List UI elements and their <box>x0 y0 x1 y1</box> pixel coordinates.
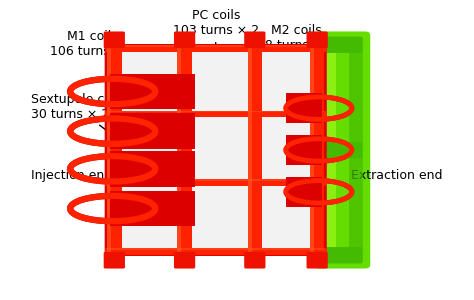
FancyBboxPatch shape <box>182 185 249 252</box>
Bar <box>110 151 195 187</box>
FancyBboxPatch shape <box>244 32 265 48</box>
Text: M2 coils
68 turns × 2: M2 coils 68 turns × 2 <box>257 24 335 80</box>
FancyBboxPatch shape <box>174 252 195 268</box>
FancyBboxPatch shape <box>307 32 328 48</box>
Text: PC coils
103 turns × 2: PC coils 103 turns × 2 <box>173 9 259 74</box>
FancyBboxPatch shape <box>253 116 319 184</box>
FancyBboxPatch shape <box>112 116 179 184</box>
Bar <box>286 177 322 207</box>
FancyBboxPatch shape <box>182 116 249 184</box>
Bar <box>177 44 192 256</box>
Text: Injection end: Injection end <box>31 169 113 182</box>
Bar <box>107 46 324 47</box>
Bar <box>107 111 324 112</box>
Bar <box>286 135 322 165</box>
FancyBboxPatch shape <box>319 142 363 158</box>
FancyBboxPatch shape <box>174 32 195 48</box>
Bar <box>105 46 327 52</box>
Bar <box>107 248 324 250</box>
FancyBboxPatch shape <box>307 252 328 268</box>
FancyBboxPatch shape <box>319 247 363 263</box>
Bar <box>107 46 111 254</box>
Bar <box>110 190 195 226</box>
Text: Extraction end: Extraction end <box>351 169 443 182</box>
Text: Sextupole coil
30 turns × 2: Sextupole coil 30 turns × 2 <box>31 93 119 135</box>
Bar <box>286 93 322 123</box>
FancyBboxPatch shape <box>314 32 370 268</box>
FancyBboxPatch shape <box>104 32 125 48</box>
Bar <box>247 44 262 256</box>
Bar <box>349 38 363 262</box>
Bar <box>107 44 122 256</box>
Bar <box>105 248 327 254</box>
Bar <box>177 46 182 254</box>
Text: M1 coils
106 turns × 4: M1 coils 106 turns × 4 <box>50 30 142 89</box>
Bar <box>105 111 327 117</box>
Bar <box>247 46 252 254</box>
Bar <box>310 44 324 256</box>
Bar <box>107 179 324 181</box>
Bar <box>310 46 314 254</box>
Bar <box>321 41 336 259</box>
FancyBboxPatch shape <box>253 48 319 115</box>
FancyBboxPatch shape <box>105 44 327 256</box>
FancyBboxPatch shape <box>253 185 319 252</box>
FancyBboxPatch shape <box>182 48 249 115</box>
FancyBboxPatch shape <box>112 185 179 252</box>
FancyBboxPatch shape <box>244 252 265 268</box>
FancyBboxPatch shape <box>104 252 125 268</box>
FancyBboxPatch shape <box>112 48 179 115</box>
Bar <box>110 113 195 149</box>
FancyBboxPatch shape <box>319 37 363 53</box>
Bar <box>110 74 195 110</box>
Bar <box>105 179 327 186</box>
